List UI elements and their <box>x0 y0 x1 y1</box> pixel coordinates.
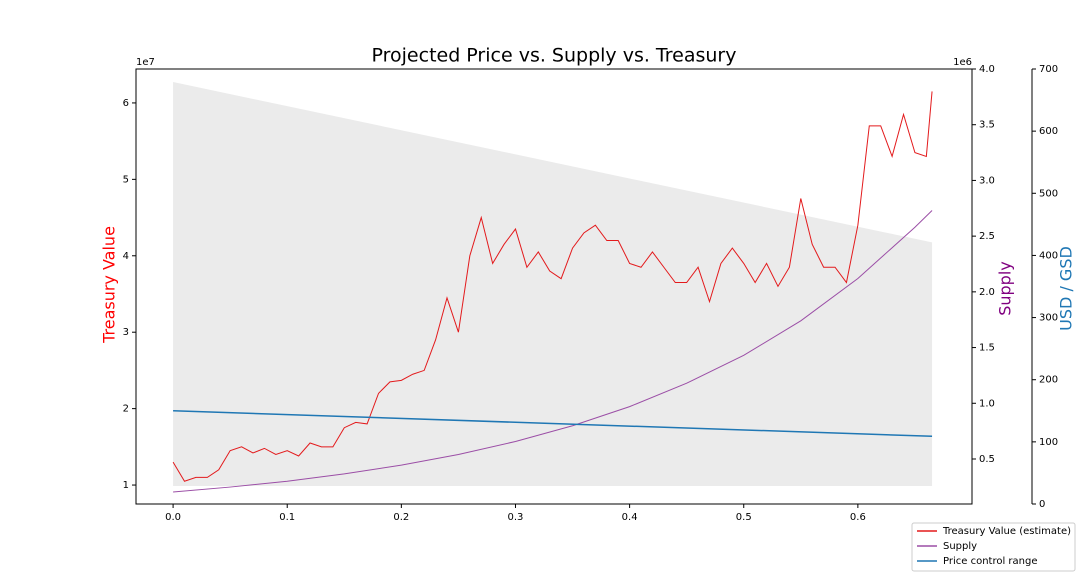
y2-tick-label: 1.5 <box>979 343 995 354</box>
series-line <box>173 210 933 493</box>
y-tick-label: 4 <box>123 251 129 262</box>
series-line <box>173 410 933 438</box>
legend-box <box>911 522 1076 572</box>
y3-tick-label: 600 <box>1039 126 1058 137</box>
y3-tick-label: 700 <box>1039 64 1058 75</box>
y2-tick-label: 0.5 <box>979 454 995 465</box>
y2-tick-label: 1.0 <box>979 398 995 409</box>
y2-tick-label: 3.5 <box>979 120 995 131</box>
y-tick-label: 2 <box>123 404 129 415</box>
y2-axis-label: Supply <box>996 261 1015 316</box>
legend-label: Price control range <box>943 556 1038 567</box>
x-tick-label: 0.1 <box>279 512 295 523</box>
x-tick-label: 0.2 <box>393 512 409 523</box>
y-tick-label: 5 <box>123 174 129 185</box>
x-tick-label: 0.4 <box>622 512 638 523</box>
y-tick-label: 6 <box>123 98 129 109</box>
y2-tick-label: 4.0 <box>979 64 995 75</box>
y3-tick-label: 0 <box>1039 499 1045 510</box>
y-axis-label: Treasury Value <box>100 226 119 344</box>
x-tick-label: 0.5 <box>736 512 752 523</box>
range-band <box>173 82 933 486</box>
x-tick-label: 0.0 <box>165 512 181 523</box>
plot-frame <box>135 68 973 505</box>
x-tick-label: 0.6 <box>850 512 866 523</box>
y3-tick-label: 500 <box>1039 188 1058 199</box>
y3-tick-label: 400 <box>1039 250 1058 261</box>
chart-title: Projected Price vs. Supply vs. Treasury <box>372 45 737 67</box>
y-tick-label: 1 <box>123 480 129 491</box>
y2-tick-label: 3.0 <box>979 175 995 186</box>
legend-label: Treasury Value (estimate) <box>942 526 1071 537</box>
legend-label: Supply <box>943 541 977 552</box>
y-tick-label: 3 <box>123 327 129 338</box>
y3-axis-label: USD / GSD <box>1057 246 1076 331</box>
x-tick-label: 0.3 <box>508 512 524 523</box>
y2-tick-label: 2.0 <box>979 287 995 298</box>
y2-tick-label: 2.5 <box>979 231 995 242</box>
series-line <box>172 91 933 482</box>
y3-tick-label: 300 <box>1039 313 1058 324</box>
y3-tick-label: 200 <box>1039 375 1058 386</box>
y3-tick-label: 100 <box>1039 437 1058 448</box>
y2-offset: 1e6 <box>953 57 972 68</box>
y-offset: 1e7 <box>136 57 155 68</box>
